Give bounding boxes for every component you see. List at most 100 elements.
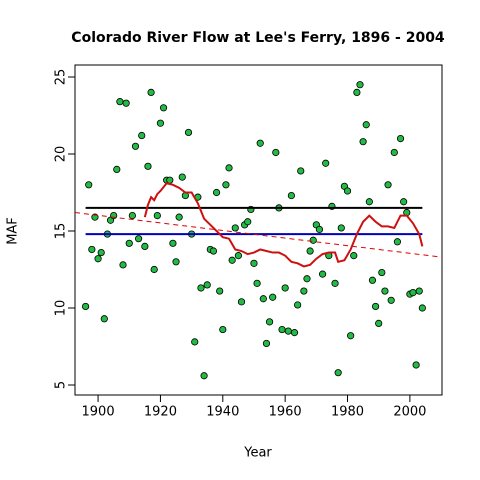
data-point: [97, 248, 105, 257]
data-point: [362, 121, 370, 129]
data-point: [228, 256, 236, 264]
data-point: [418, 304, 426, 312]
data-point: [156, 119, 165, 127]
data-point: [262, 339, 271, 348]
data-point: [100, 315, 108, 323]
data-point: [138, 131, 146, 140]
data-point: [131, 142, 140, 150]
data-point: [200, 372, 208, 380]
data-point: [331, 279, 339, 287]
data-point: [315, 225, 324, 234]
data-point: [244, 218, 252, 226]
data-point: [393, 238, 402, 246]
x-tick-label: 2000: [393, 405, 426, 420]
data-point: [343, 187, 352, 195]
y-tick-label: 5: [54, 381, 69, 389]
data-point: [347, 332, 355, 340]
data-point: [122, 99, 130, 107]
data-point: [166, 176, 174, 184]
data-point: [350, 252, 358, 260]
x-tick-label: 1900: [82, 405, 115, 420]
data-point: [116, 98, 124, 106]
data-point: [359, 138, 367, 146]
plot-frame: [74, 64, 443, 396]
data-point: [237, 298, 246, 306]
data-point: [297, 167, 305, 175]
data-point: [253, 279, 261, 287]
data-point: [306, 247, 314, 255]
data-point: [353, 88, 361, 97]
data-point: [281, 284, 289, 292]
y-tick-label: 10: [54, 300, 69, 317]
data-point: [150, 265, 158, 274]
data-point: [365, 198, 373, 206]
data-point: [259, 295, 267, 303]
data-point: [119, 261, 127, 269]
data-point: [209, 247, 218, 255]
data-point: [135, 235, 143, 243]
line: [143, 182, 424, 268]
data-point: [141, 242, 149, 250]
data-point: [85, 181, 93, 189]
data-point: [231, 224, 239, 232]
data-point: [384, 181, 392, 189]
data-point: [178, 173, 186, 181]
data-point: [356, 81, 364, 89]
data-point: [375, 319, 383, 327]
data-point: [82, 302, 90, 311]
data-point: [284, 327, 292, 335]
x-axis-label: Year: [243, 446, 272, 461]
data-point: [390, 148, 398, 157]
data-point: [172, 258, 180, 266]
data-point: [309, 236, 317, 244]
data-point: [147, 88, 155, 97]
x-tick-label: 1980: [331, 405, 364, 420]
data-point: [113, 165, 121, 174]
data-point: [175, 213, 183, 221]
data-point: [409, 288, 417, 297]
data-point: [290, 329, 299, 337]
data-point: [256, 139, 264, 147]
data-point: [287, 191, 295, 200]
data-point: [334, 369, 342, 377]
data-point: [337, 224, 345, 232]
data-point: [265, 318, 274, 326]
data-point: [197, 284, 205, 292]
data-point: [387, 296, 395, 304]
data-point: [269, 293, 277, 301]
data-point: [371, 302, 380, 311]
x-tick-label: 1940: [206, 405, 239, 420]
data-point: [322, 159, 330, 167]
line: [75, 212, 442, 258]
data-point: [234, 252, 242, 260]
data-point: [250, 259, 258, 267]
data-point: [272, 148, 280, 157]
data-point: [88, 245, 96, 254]
data-point: [396, 135, 405, 143]
data-point: [222, 181, 230, 189]
data-point: [415, 287, 423, 295]
y-tick-label: 20: [54, 146, 69, 163]
data-point: [368, 276, 377, 284]
data-point: [412, 361, 420, 369]
data-point: [219, 325, 227, 334]
data-point: [381, 287, 389, 295]
data-point: [225, 164, 233, 172]
data-point: [144, 162, 152, 170]
data-point: [378, 268, 386, 277]
chart-title: Colorado River Flow at Lee's Ferry, 1896…: [71, 30, 445, 46]
data-point: [294, 301, 302, 309]
y-tick-label: 15: [54, 223, 69, 240]
data-point: [278, 325, 286, 334]
x-tick-label: 1920: [144, 405, 177, 420]
data-point: [128, 212, 136, 220]
x-tick-label: 1960: [269, 405, 302, 420]
data-point: [94, 255, 102, 263]
data-point: [400, 198, 408, 206]
data-point: [300, 287, 308, 295]
data-point: [184, 128, 193, 137]
y-axis-label: MAF: [6, 217, 21, 245]
data-point: [216, 287, 224, 295]
data-point: [125, 239, 133, 247]
